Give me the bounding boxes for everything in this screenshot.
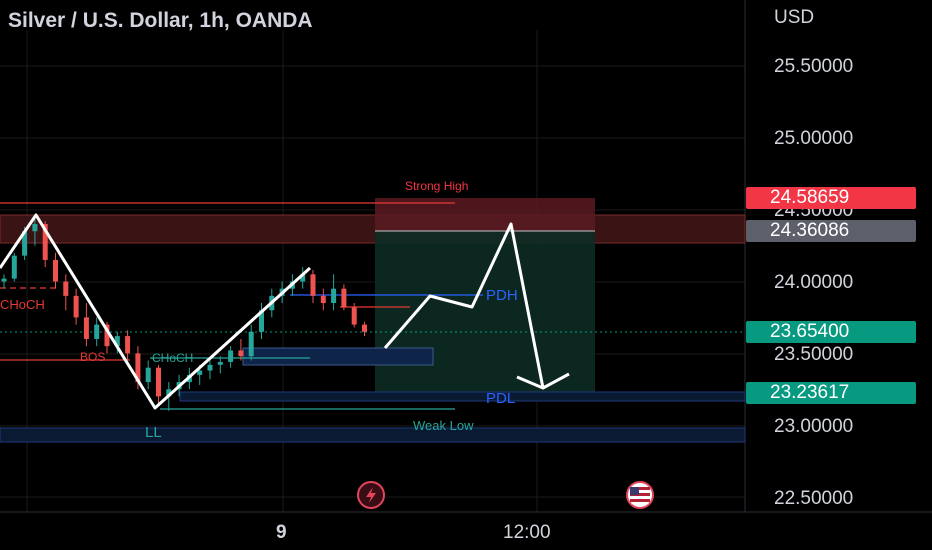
candle-body <box>104 324 110 347</box>
pdh-price-badge: 24.36086 <box>746 220 916 242</box>
y-tick: 24.00000 <box>774 272 854 293</box>
position-profit-zone <box>375 231 595 392</box>
candle-body <box>135 353 141 383</box>
candle-body <box>73 295 79 318</box>
currency-label[interactable]: USD <box>774 7 815 28</box>
pdl-price-badge: 23.23617 <box>746 382 916 404</box>
candle-body <box>320 295 326 304</box>
candle-body <box>11 255 17 279</box>
y-tick: 25.50000 <box>774 56 854 77</box>
candle-body <box>310 274 316 296</box>
weak-low-label: Weak Low <box>413 418 474 433</box>
ll-label: LL <box>145 424 162 441</box>
us-flag-icon[interactable] <box>626 481 654 509</box>
pdl-zone <box>179 391 746 402</box>
candle-body <box>248 331 254 357</box>
candle-body <box>114 336 120 347</box>
chart-title: Silver / U.S. Dollar, 1h, OANDA <box>8 9 313 32</box>
y-tick: 22.50000 <box>774 488 854 509</box>
candle-body <box>1 278 7 282</box>
candle-body <box>351 307 357 325</box>
choch-mid-label: CHoCH <box>152 351 193 365</box>
strong-high-zone <box>0 214 746 244</box>
candle-body <box>32 224 38 232</box>
y-tick: 23.50000 <box>774 344 854 365</box>
candle-body <box>42 224 48 260</box>
choch-left-label: CHoCH <box>0 297 45 312</box>
candle-body <box>156 367 161 397</box>
weak-low-zone <box>0 427 746 443</box>
strong-high-label: Strong High <box>405 179 468 193</box>
candle-body <box>207 364 213 371</box>
candle-body <box>228 350 234 362</box>
candle-body <box>197 370 203 375</box>
projection-arrowhead <box>516 372 570 390</box>
y-tick: 23.00000 <box>774 416 854 437</box>
candle-body <box>341 288 347 308</box>
pdl-label: PDL <box>486 390 515 407</box>
candle-body <box>300 274 306 282</box>
candle-body <box>63 281 69 296</box>
candle-body <box>22 231 28 256</box>
bos-label: BOS <box>80 350 105 364</box>
strong-high-price-badge: 24.58659 <box>746 187 916 209</box>
candle-body <box>53 259 58 282</box>
candle-body <box>217 361 223 365</box>
candle-body <box>238 350 244 357</box>
last-price-badge: 23.65400 <box>746 321 916 343</box>
candle-body <box>94 324 100 339</box>
candle-body <box>125 336 131 354</box>
choch-zone <box>242 347 434 366</box>
candle-body <box>145 367 151 383</box>
projection-path <box>383 222 545 389</box>
x-tick: 12:00 <box>503 522 551 543</box>
pdh-label: PDH <box>486 287 518 304</box>
candle-body <box>362 324 367 332</box>
y-tick: 25.00000 <box>774 128 854 149</box>
swing-path <box>0 213 312 410</box>
candle-body <box>259 310 264 332</box>
x-tick: 9 <box>276 522 287 543</box>
flash-icon[interactable] <box>357 481 385 509</box>
candle-body <box>83 317 89 339</box>
candle-body <box>331 288 337 304</box>
candle-body <box>166 389 172 397</box>
